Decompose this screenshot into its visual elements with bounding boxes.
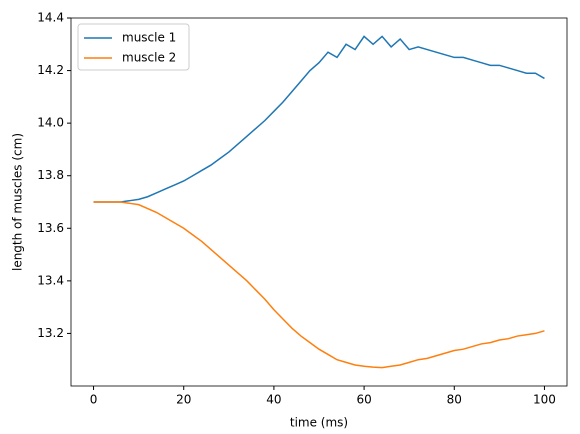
x-axis-label: time (ms) xyxy=(290,416,348,430)
y-tick-label: 13.8 xyxy=(37,168,64,182)
y-tick-label: 13.6 xyxy=(37,221,64,235)
x-tick-label: 60 xyxy=(356,393,371,407)
x-tick-label: 0 xyxy=(90,393,98,407)
legend-label: muscle 2 xyxy=(122,51,176,65)
y-tick-label: 14.4 xyxy=(37,11,64,25)
legend-label: muscle 1 xyxy=(122,31,176,45)
y-tick-label: 14.0 xyxy=(37,116,64,130)
x-tick-label: 20 xyxy=(176,393,191,407)
line-series xyxy=(93,35,545,203)
x-tick-label: 40 xyxy=(266,393,281,407)
plot-frame xyxy=(70,17,568,387)
y-tick-label: 14.2 xyxy=(37,63,64,77)
y-tick-label: 13.2 xyxy=(37,326,64,340)
y-axis-label: length of muscles (cm) xyxy=(11,133,25,271)
y-tick-label: 13.4 xyxy=(37,273,64,287)
x-tick-label: 100 xyxy=(533,393,556,407)
line-series xyxy=(93,201,545,369)
x-tick-label: 80 xyxy=(447,393,462,407)
